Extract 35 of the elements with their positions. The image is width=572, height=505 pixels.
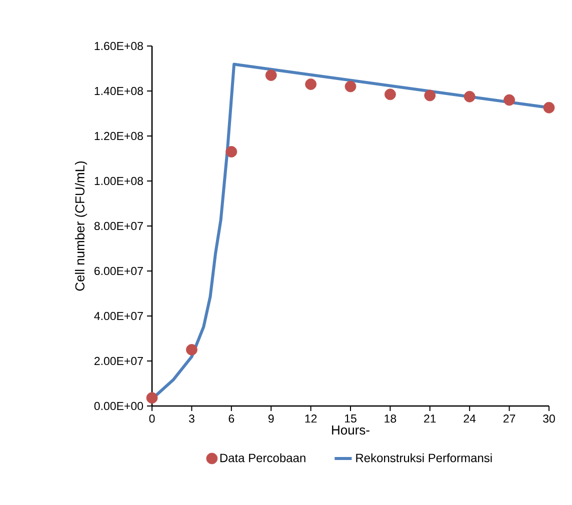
legend-label: Data Percobaan <box>220 453 306 462</box>
x-tick-label: 21 <box>424 414 436 423</box>
y-tick-label: 1.00E+08 <box>94 176 143 186</box>
x-tick-label: 6 <box>228 414 234 423</box>
point <box>543 102 555 114</box>
point <box>344 80 356 92</box>
x-tick-label: 9 <box>268 414 274 423</box>
y-tick-label: 2.00E+07 <box>94 356 143 366</box>
point <box>504 94 515 106</box>
legend-label: Rekonstruksi Performansi <box>356 453 492 462</box>
x-tick-label: 24 <box>464 414 476 423</box>
y-tick-label: 4.00E+07 <box>94 312 143 320</box>
y-tick-label: 1.60E+08 <box>94 42 143 50</box>
point <box>424 90 436 102</box>
point <box>226 146 238 158</box>
point <box>384 88 396 100</box>
y-axis-title: Cell number (CFU/mL) <box>74 161 88 291</box>
point <box>464 90 476 102</box>
y-tick-label: 1.20E+08 <box>94 132 143 140</box>
x-tick-label: 18 <box>384 414 396 423</box>
point <box>186 344 198 356</box>
x-tick-label: 27 <box>503 414 516 423</box>
y-tick-label: 8.00E+07 <box>94 222 143 230</box>
point <box>146 392 158 404</box>
point <box>305 78 317 90</box>
x-tick-label: 30 <box>543 414 555 423</box>
x-tick-label: 0 <box>149 414 155 423</box>
x-tick-label: 12 <box>305 414 317 423</box>
point <box>265 70 277 81</box>
x-axis-title: Hours- <box>332 426 370 435</box>
y-tick-label: 0.00E+00 <box>94 402 144 410</box>
x-tick-label: 3 <box>188 414 194 423</box>
x-tick-label: 15 <box>344 414 356 423</box>
y-tick-label: 6.00E+07 <box>94 266 143 276</box>
y-tick-label: 1.40E+08 <box>94 86 143 96</box>
